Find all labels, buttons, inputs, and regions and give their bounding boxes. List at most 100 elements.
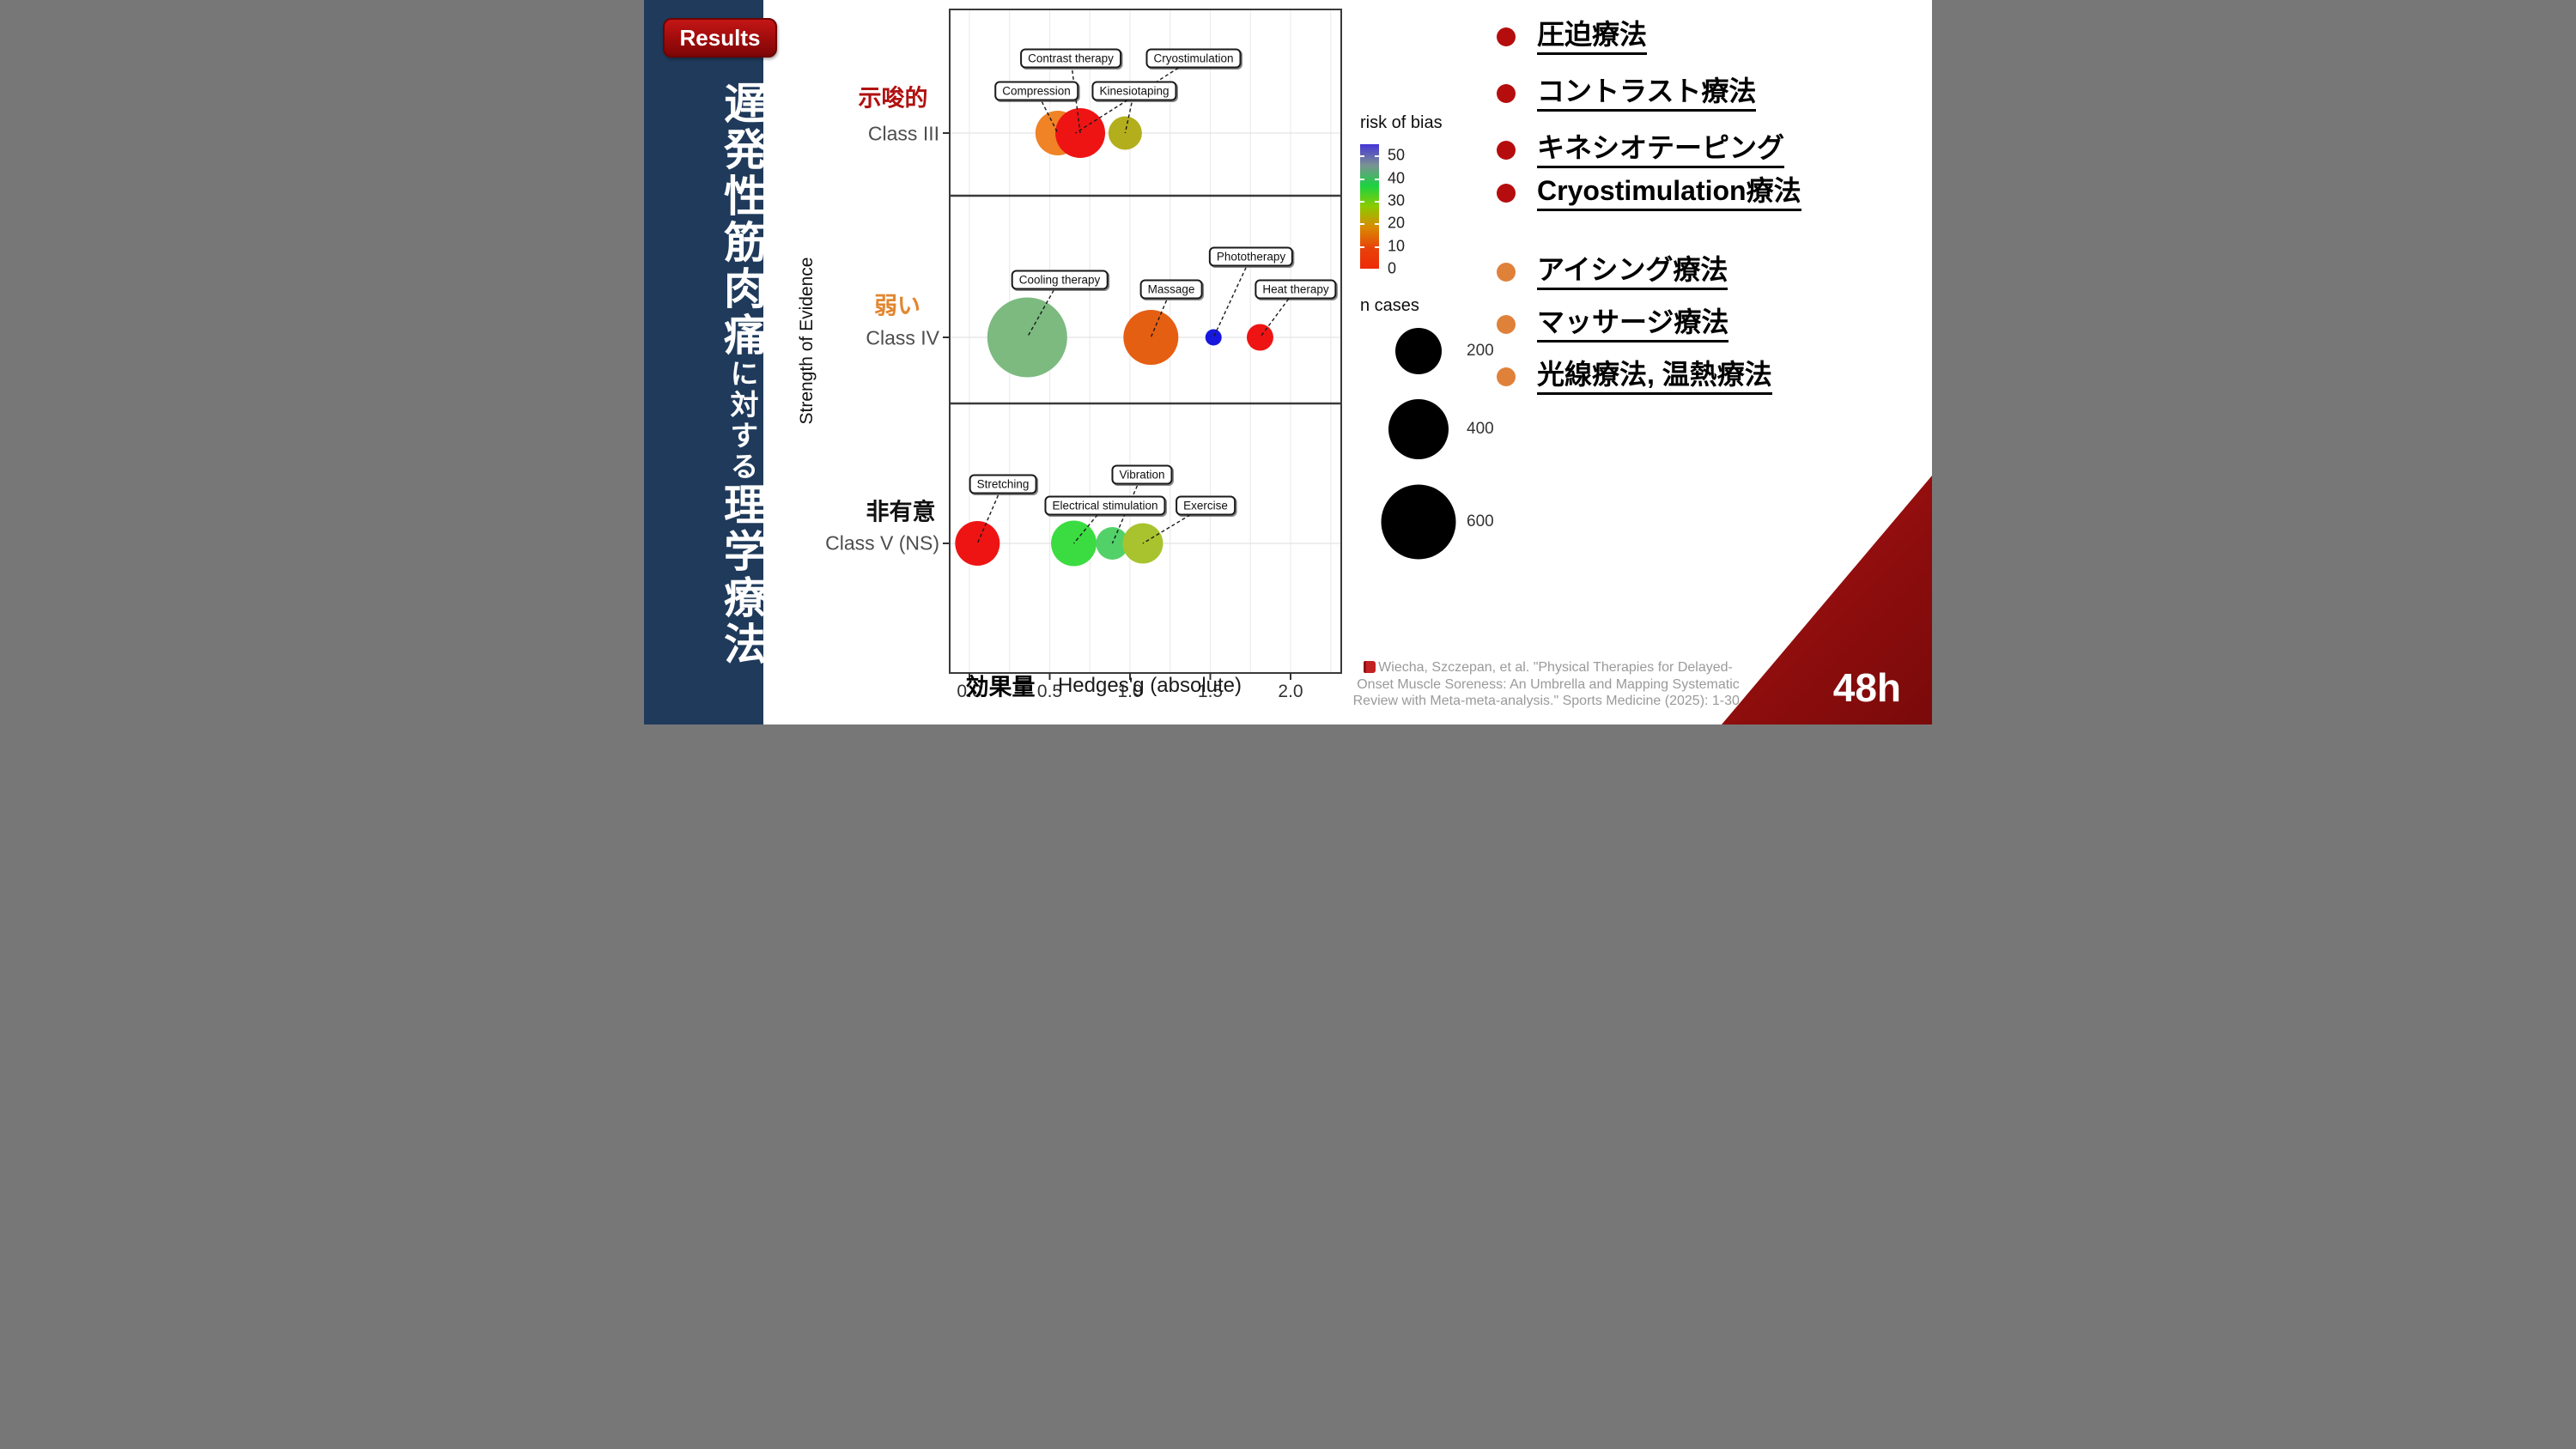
bubble-massage [1123,310,1179,365]
citation-line-1: Wiecha, Szczepan, et al. "Physical Thera… [1346,659,1750,676]
colorbar-tick-label: 10 [1388,237,1406,255]
citation: Wiecha, Szczepan, et al. "Physical Thera… [1346,659,1750,710]
colorbar-tick-mark [1360,269,1364,270]
row-annotation--: 非有意 [866,499,936,525]
label-box-kinesiotaping: Kinesiotaping [1091,81,1177,101]
citation-line-3: Review with Meta-meta-analysis." Sports … [1352,694,1744,709]
bubble-phototherapy [1205,329,1222,346]
x-tick-label: 1.0 [1117,682,1143,701]
n-cases-circle-600 [1381,484,1456,560]
colorbar-tick-mark [1360,223,1364,226]
row-label-class-iii: Class III [867,122,939,145]
colorbar-tick-mark [1375,200,1379,203]
bullet-dot [1497,314,1516,334]
sidebar: 遅発性筋肉痛に対する理学療法 [644,0,766,724]
bubble-heat-therapy [1246,324,1273,351]
bullet-dot [1497,27,1516,46]
bubble-vibration [1096,527,1129,560]
label-box-electrical-stimulation: Electrical stimulation [1044,495,1166,516]
bullet-item-2: コントラスト療法 [1497,76,1757,112]
colorbar-tick-mark [1360,178,1364,180]
bubble-exercise [1122,523,1163,564]
n-cases-label: 400 [1467,420,1494,438]
colorbar-tick-label: 0 [1388,259,1397,277]
row-label-class-iv: Class IV [866,326,939,349]
bullet-dot [1497,367,1516,386]
colorbar-tick-mark [1360,200,1364,203]
leader-cooling-therapy [1026,279,1060,338]
colorbar-tick-label: 40 [1388,169,1406,187]
colorbar-tick-mark [1375,269,1379,270]
bullet-label: キネシオテーピング [1537,132,1785,168]
leader-phototherapy [1212,256,1252,338]
plot-border [949,9,1342,674]
bullet-label: 光線療法, 温熱療法 [1537,359,1772,395]
colorbar-tick-mark [1375,223,1379,226]
bullet-item-1: 圧迫療法 [1497,19,1648,55]
label-box-compression: Compression [994,81,1078,101]
bullet-dot [1497,83,1516,103]
risk-of-bias-legend-title: risk of bias [1360,113,1443,132]
bullet-label: コントラスト療法 [1537,76,1757,112]
results-badge-label: Results [679,24,761,51]
label-box-stretching: Stretching [969,474,1037,494]
citation-line-2: Onset Muscle Soreness: An Umbrella and M… [1357,676,1740,692]
timepoint-label: 48h [1832,665,1901,710]
label-box-exercise: Exercise [1176,495,1236,516]
leader-cryostimulation [1075,58,1194,134]
label-box-massage: Massage [1139,279,1203,300]
y-axis-title: Strength of Evidence [797,257,817,425]
risk-of-bias-colorbar [1360,144,1379,269]
x-tick-label: 2.0 [1278,682,1303,701]
colorbar-tick-mark [1375,155,1379,158]
x-tick-label: 0.5 [1036,682,1063,701]
row-annotation--: 示唆的 [858,85,928,112]
bullet-dot [1497,262,1516,282]
bubble-cooling-therapy [987,297,1067,378]
n-cases-label: 200 [1467,342,1494,360]
bubble-contrast-therapy [1055,108,1106,158]
bullet-item-6: マッサージ療法 [1497,306,1729,343]
book-icon [1364,661,1376,673]
label-box-vibration: Vibration [1111,464,1173,485]
slide-title-part3: 理学療法 [718,482,766,668]
row-annotation--: 弱い [874,293,920,319]
x-tick-label: 1.5 [1197,682,1224,701]
bullet-dot [1497,183,1516,203]
colorbar-tick-label: 30 [1388,191,1406,209]
colorbar-tick-mark [1375,178,1379,180]
n-cases-legend-title: n cases [1360,296,1419,315]
colorbar-tick-mark [1360,246,1364,248]
row-label-class-v-ns-: Class V (NS) [825,531,939,555]
bullet-label: Cryostimulation療法 [1537,175,1801,211]
label-box-cooling-therapy: Cooling therapy [1011,270,1109,290]
n-cases-circle-400 [1388,399,1449,459]
x-axis-title: Hedges'g (absolute) [1057,674,1242,697]
n-cases-circle-200 [1395,328,1442,374]
bullet-dot [1497,140,1516,160]
label-box-heat-therapy: Heat therapy [1255,279,1337,300]
bullet-item-7: 光線療法, 温熱療法 [1497,359,1772,395]
bullet-item-5: アイシング療法 [1497,254,1728,290]
label-box-contrast-therapy: Contrast therapy [1020,48,1121,69]
label-box-phototherapy: Phototherapy [1208,246,1294,267]
x-axis-title-cjk: 効果量 [965,674,1036,700]
slide-title-vertical: 遅発性筋肉痛に対する理学療法 [644,74,766,675]
bubble-chart [943,9,1342,680]
n-cases-label: 600 [1467,512,1494,530]
label-box-cryostimulation: Cryostimulation [1145,48,1242,69]
bullet-label: アイシング療法 [1537,254,1728,290]
bullet-item-4: Cryostimulation療法 [1497,175,1801,211]
bullet-label: マッサージ療法 [1537,306,1729,343]
x-tick-label: 0.0 [957,682,982,701]
slide-title-part1: 遅発性筋肉痛 [718,81,766,359]
bullet-item-3: キネシオテーピング [1497,132,1785,168]
bubble-stretching [955,521,1000,566]
slide-title-part2: に対する [726,359,758,482]
colorbar-tick-label: 20 [1388,214,1406,232]
results-badge: Results [663,18,777,58]
colorbar-tick-label: 50 [1388,146,1406,164]
leader-stretching [976,483,1004,544]
bullet-label: 圧迫療法 [1537,19,1648,55]
colorbar-tick-mark [1360,155,1364,158]
